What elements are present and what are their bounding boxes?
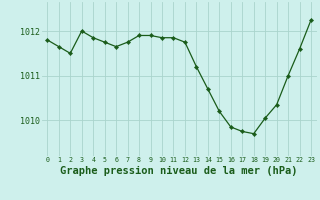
X-axis label: Graphe pression niveau de la mer (hPa): Graphe pression niveau de la mer (hPa) [60, 166, 298, 176]
